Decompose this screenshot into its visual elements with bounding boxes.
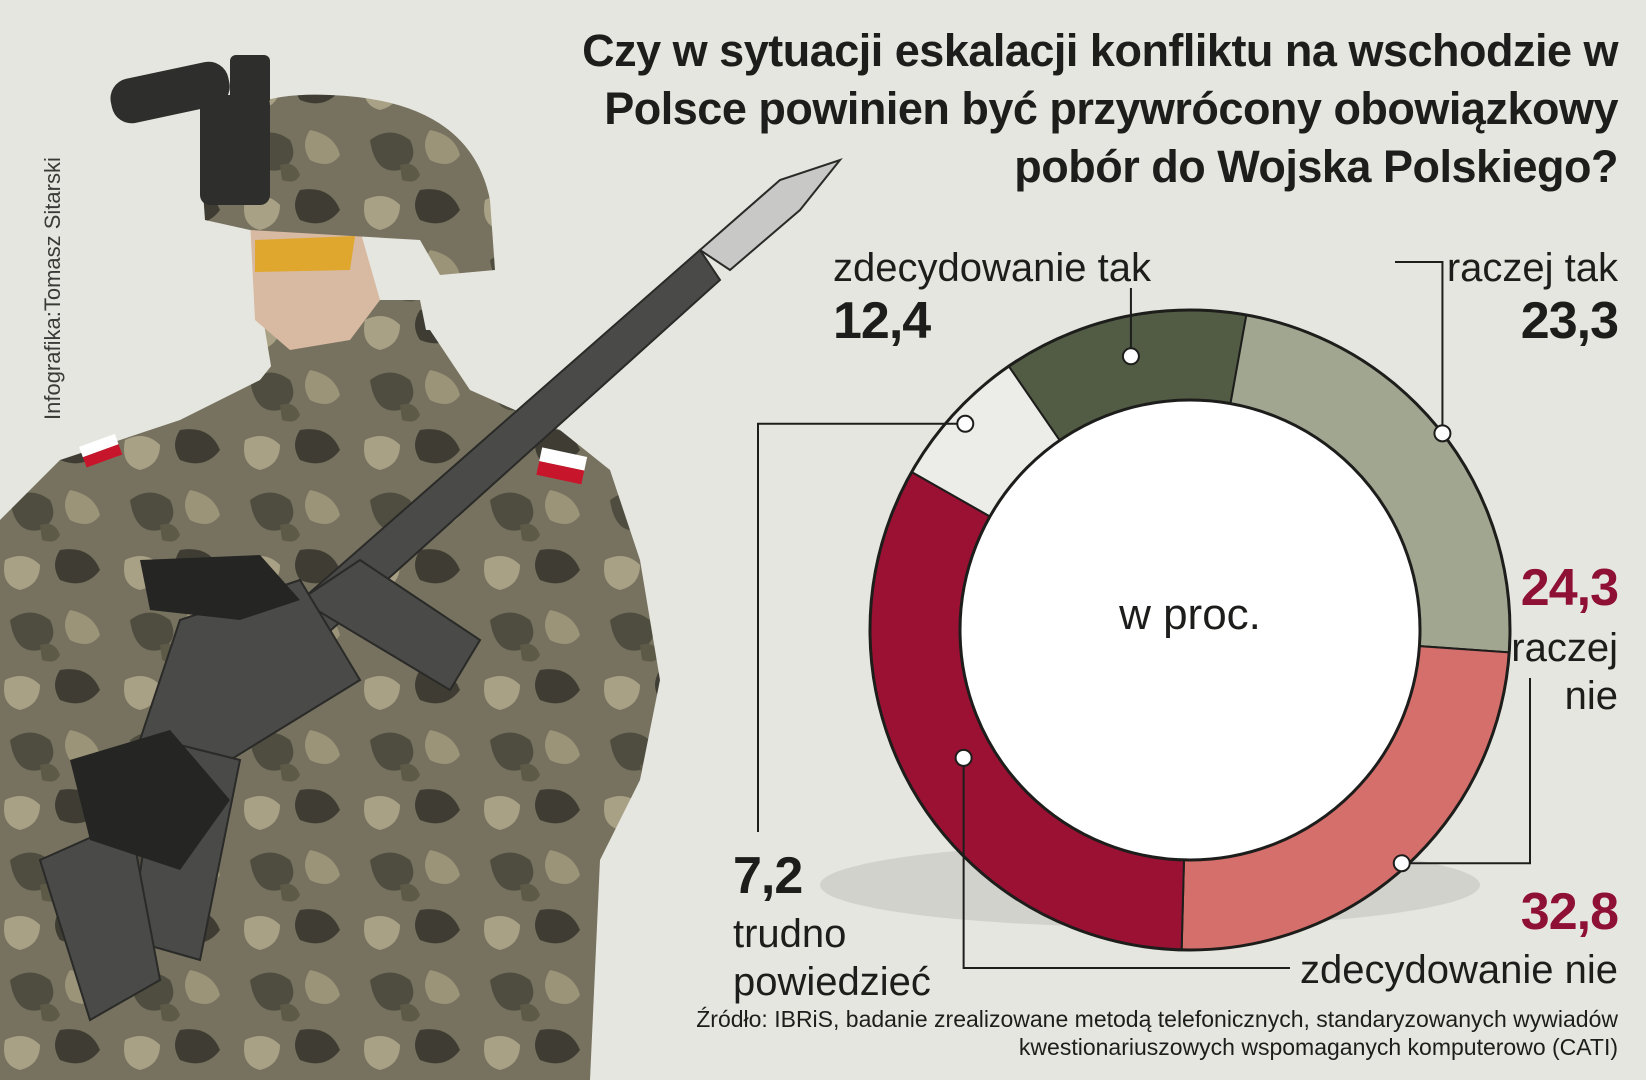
donut-hole — [958, 398, 1422, 862]
leader-dot-trudno-powiedzieć — [956, 414, 975, 433]
left-glove — [140, 555, 300, 620]
source-note: Źródło: IBRiS, badanie zrealizowane meto… — [696, 1006, 1618, 1060]
poland-flag-patch-left — [79, 433, 123, 468]
leader-dot-zdecydowanie-tak — [1121, 347, 1140, 366]
center-label: w proc. — [1119, 590, 1261, 639]
leader-line-zdecydowanie-nie — [962, 757, 1290, 969]
value-zdecydowanie-tak: 12,4 — [833, 292, 931, 350]
donut-chart — [757, 261, 1531, 969]
helmet — [200, 94, 495, 275]
label-raczej-tak: raczej tak — [1446, 246, 1618, 290]
leader-line-trudno-powiedzieć — [757, 422, 966, 832]
value-raczej-tak: 23,3 — [1520, 292, 1619, 350]
label-trudno-powiedziec: trudno powiedzieć — [733, 910, 963, 1006]
right-glove — [70, 730, 230, 870]
donut-outline — [868, 308, 1512, 952]
leader-dot-raczej-nie — [1392, 854, 1411, 873]
value-zdecydowanie-nie: 32,8 — [1520, 883, 1619, 941]
value-raczej-nie: 24,3 — [1520, 559, 1619, 617]
leader-line-raczej-tak — [1395, 261, 1444, 434]
value-trudno-powiedziec: 7,2 — [733, 847, 803, 905]
leader-dot-zdecydowanie-nie — [954, 748, 973, 767]
label-zdecydowanie-tak: zdecydowanie tak — [833, 246, 1151, 290]
leader-line-raczej-nie — [1401, 678, 1531, 865]
poland-flag-patch — [536, 447, 588, 485]
label-raczej-nie: raczej nie — [1488, 624, 1618, 720]
chart-title: Czy w sytuacji eskalacji konfliktu na ws… — [582, 25, 1618, 192]
credit: Infografika:Tomasz Sitarski — [40, 157, 65, 420]
label-zdecydowanie-nie: zdecydowanie nie — [1300, 948, 1618, 992]
label-trudno-powiedziec-text: trudno powiedzieć — [733, 912, 931, 1004]
leader-dot-raczej-tak — [1433, 424, 1452, 443]
label-raczej-nie-text: raczej nie — [1511, 626, 1618, 718]
